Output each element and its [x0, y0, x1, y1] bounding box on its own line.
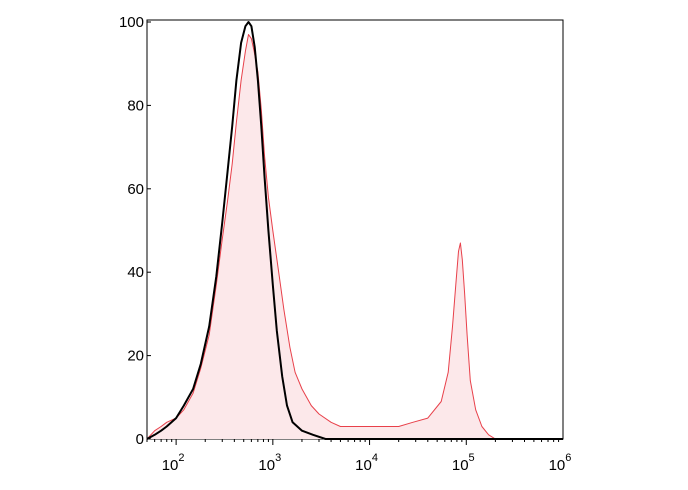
series-1-line [146, 21, 563, 440]
x-tick-label: 105 [452, 452, 475, 474]
y-axis-ticks: 0 20 40 60 80 100 [119, 14, 151, 448]
series-layer [146, 21, 563, 440]
y-tick-label: 100 [119, 14, 144, 31]
x-tick-label: 106 [549, 452, 572, 474]
x-tick-label: 103 [258, 452, 281, 474]
y-tick-label: 40 [127, 264, 144, 281]
axis-layer: 0 20 40 60 80 100 102 103 104 105 106 [119, 14, 571, 474]
y-tick-label: 0 [136, 431, 144, 448]
series-0-area [147, 34, 563, 439]
x-axis-ticks: 102 103 104 105 106 [146, 439, 572, 474]
x-tick-label: 102 [162, 452, 185, 474]
y-tick-label: 20 [127, 348, 144, 365]
series-0-line [146, 34, 563, 440]
y-tick-label: 60 [127, 181, 144, 198]
x-tick-label: 104 [355, 452, 378, 474]
y-tick-label: 80 [127, 97, 144, 114]
